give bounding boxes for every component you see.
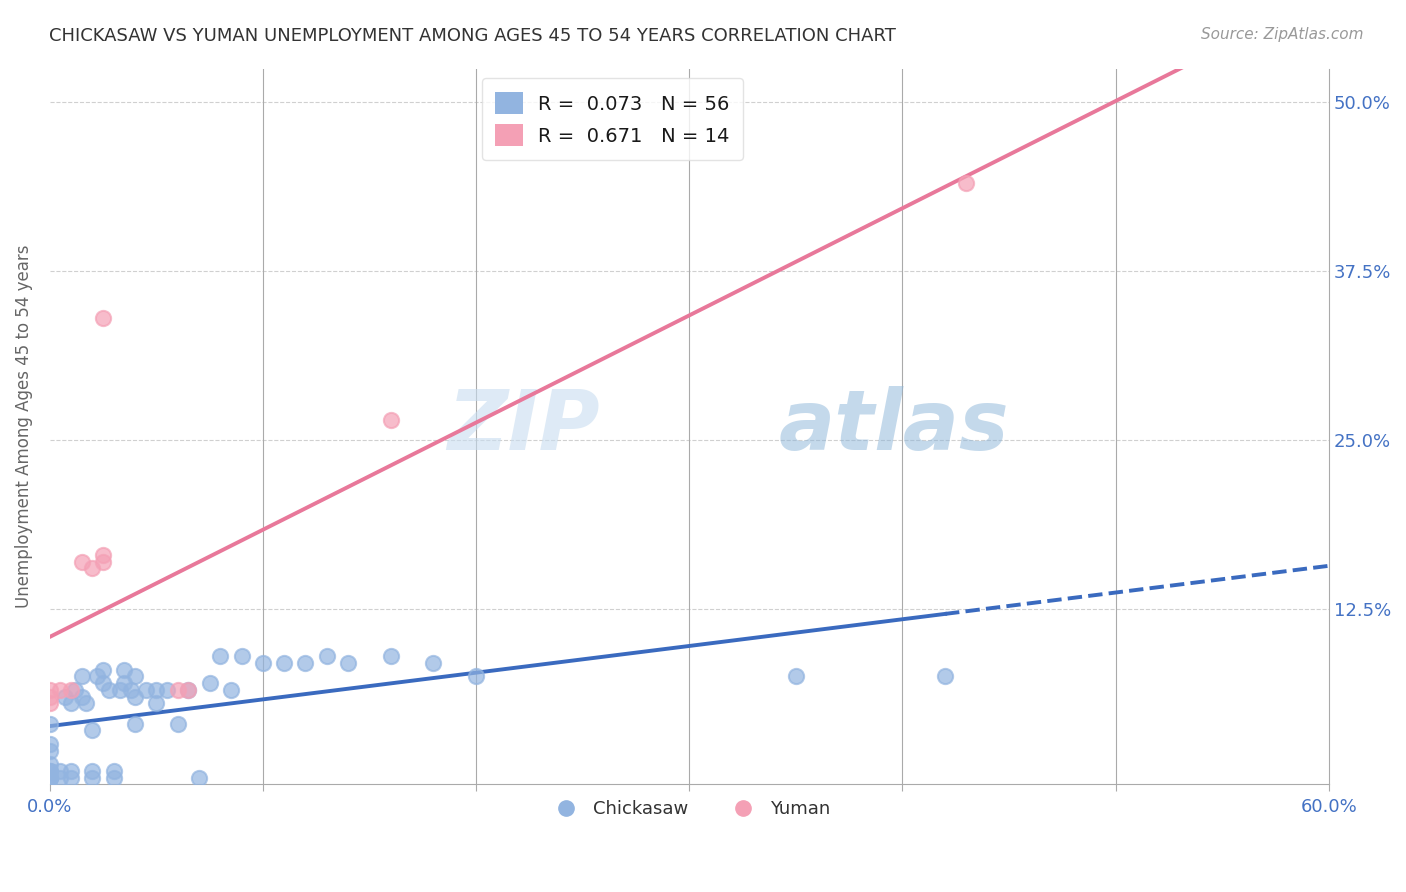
Point [91, 311, 114, 326]
Point [38, 771, 60, 785]
Point [38, 764, 60, 778]
Point [177, 682, 200, 697]
Point [124, 669, 146, 683]
Point [124, 716, 146, 731]
Point [91, 555, 114, 569]
Point [120, 682, 142, 697]
Point [38, 771, 60, 785]
Point [219, 682, 242, 697]
Point [198, 676, 221, 690]
Point [91, 548, 114, 562]
Text: atlas: atlas [779, 386, 1010, 467]
Point [38, 690, 60, 704]
Point [82, 764, 104, 778]
Point [38, 716, 60, 731]
Point [59, 764, 82, 778]
Point [38, 771, 60, 785]
Text: Source: ZipAtlas.com: Source: ZipAtlas.com [1201, 27, 1364, 42]
Point [380, 649, 402, 664]
Y-axis label: Unemployment Among Ages 45 to 54 years: Unemployment Among Ages 45 to 54 years [15, 244, 32, 608]
Point [934, 669, 956, 683]
Point [108, 682, 131, 697]
Point [785, 669, 807, 683]
Point [38, 744, 60, 758]
Point [112, 663, 135, 677]
Point [59, 771, 82, 785]
Point [252, 656, 274, 670]
Point [82, 561, 104, 575]
Point [49, 771, 72, 785]
Text: CHICKASAW VS YUMAN UNEMPLOYMENT AMONG AGES 45 TO 54 YEARS CORRELATION CHART: CHICKASAW VS YUMAN UNEMPLOYMENT AMONG AG… [49, 27, 896, 45]
Point [91, 676, 114, 690]
Point [177, 682, 200, 697]
Point [53, 690, 76, 704]
Point [103, 764, 125, 778]
Point [65, 682, 87, 697]
Point [294, 656, 316, 670]
Point [124, 690, 146, 704]
Point [156, 682, 179, 697]
Point [231, 649, 253, 664]
Text: ZIP: ZIP [447, 386, 600, 467]
Point [135, 682, 157, 697]
Point [70, 555, 93, 569]
Point [38, 682, 60, 697]
Point [38, 737, 60, 751]
Point [166, 716, 188, 731]
Point [315, 649, 337, 664]
Point [38, 757, 60, 772]
Point [209, 649, 232, 664]
Point [98, 682, 121, 697]
Point [82, 771, 104, 785]
Point [145, 682, 167, 697]
Point [38, 697, 60, 711]
Point [86, 669, 108, 683]
Point [422, 656, 444, 670]
Point [38, 764, 60, 778]
Point [70, 669, 93, 683]
Point [59, 697, 82, 711]
Point [49, 764, 72, 778]
Point [103, 771, 125, 785]
Point [112, 676, 135, 690]
Point [91, 663, 114, 677]
Point [49, 682, 72, 697]
Point [70, 690, 93, 704]
Legend: Chickasaw, Yuman: Chickasaw, Yuman [541, 793, 838, 825]
Point [273, 656, 295, 670]
Point [59, 682, 82, 697]
Point [166, 682, 188, 697]
Point [465, 669, 488, 683]
Point [337, 656, 360, 670]
Point [75, 697, 97, 711]
Point [82, 723, 104, 738]
Point [380, 413, 402, 427]
Point [187, 771, 209, 785]
Point [145, 697, 167, 711]
Point [955, 177, 977, 191]
